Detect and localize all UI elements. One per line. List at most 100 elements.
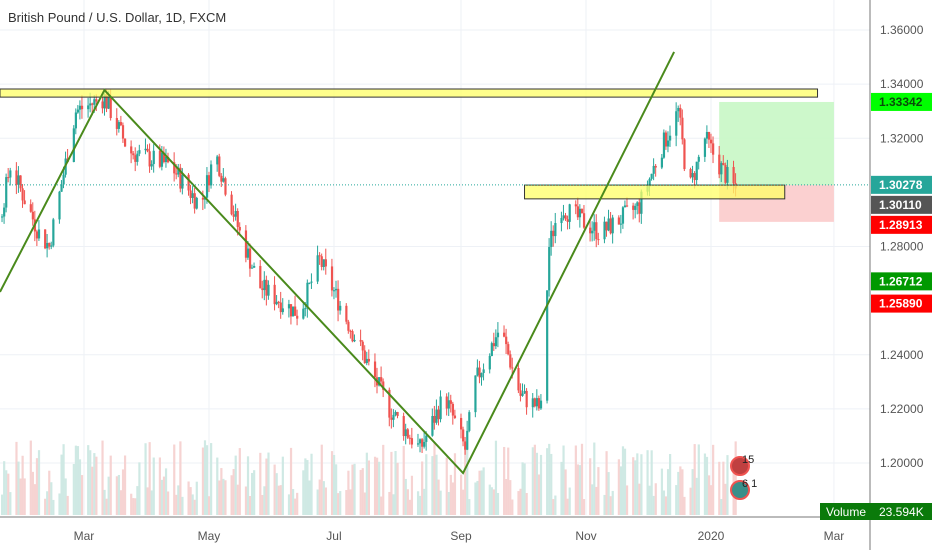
- candle-body: [173, 162, 176, 174]
- candle-body: [531, 398, 534, 408]
- volume-bar: [294, 498, 297, 515]
- volume-bar: [162, 476, 166, 515]
- volume-bar: [378, 461, 381, 515]
- volume-bar: [58, 493, 61, 515]
- candle-body: [605, 221, 608, 231]
- volume-bar: [265, 458, 268, 515]
- candle-body: [689, 169, 692, 178]
- volume-bar: [103, 489, 106, 515]
- support-resistance-zone[interactable]: [524, 184, 786, 200]
- volume-bar: [31, 471, 34, 515]
- candle-body: [478, 367, 481, 378]
- volume-bar: [203, 440, 207, 515]
- candle-body: [322, 259, 325, 267]
- volume-bar: [91, 466, 94, 515]
- candle-body: [48, 242, 51, 247]
- candle-body: [339, 305, 342, 311]
- price-label-bg: [871, 195, 932, 214]
- trend-line[interactable]: [0, 51, 675, 475]
- candle-body: [253, 265, 256, 268]
- volume-bar: [95, 456, 98, 515]
- volume-bar: [279, 485, 282, 515]
- candle-body: [281, 308, 284, 313]
- candle-body: [423, 441, 426, 447]
- candle-body: [521, 393, 524, 396]
- candle-body: [597, 239, 600, 241]
- volume-bar: [523, 463, 526, 515]
- candle-body: [244, 230, 248, 258]
- volume-bar: [552, 499, 555, 515]
- volume-bar: [207, 496, 211, 515]
- volume-bar: [654, 483, 657, 515]
- volume-bar: [675, 485, 678, 515]
- volume-bar: [589, 458, 592, 515]
- candle-body: [591, 230, 594, 234]
- volume-bar: [23, 478, 26, 515]
- candle-body: [595, 222, 598, 240]
- volume-bar: [697, 444, 700, 515]
- candle-body: [148, 151, 151, 167]
- volume-bar: [105, 498, 108, 515]
- volume-bar: [705, 456, 709, 515]
- candle-body: [554, 223, 557, 237]
- candle-body: [509, 354, 512, 368]
- volume-bar: [568, 487, 571, 515]
- event-count: 15: [742, 454, 754, 466]
- uk-flag-event-icon[interactable]: [730, 456, 750, 476]
- candle-body: [238, 226, 241, 231]
- volume-bar: [537, 474, 541, 515]
- candle-body: [261, 288, 264, 291]
- candle-body: [146, 148, 149, 152]
- volume-bar: [431, 456, 434, 515]
- candle-body: [580, 208, 584, 214]
- volume-bar: [394, 451, 397, 515]
- volume-bar: [617, 459, 620, 515]
- volume-bar: [632, 457, 635, 515]
- candle-body: [74, 112, 77, 129]
- volume-bar: [332, 454, 336, 515]
- volume-bar: [345, 490, 348, 515]
- candle-body: [359, 339, 362, 342]
- volume-bar: [87, 445, 90, 515]
- candle-body: [177, 167, 180, 175]
- candle-body: [462, 429, 465, 442]
- candle-body: [330, 266, 334, 291]
- volume-bar: [410, 475, 414, 515]
- candle-body: [582, 213, 586, 228]
- volume-bar: [222, 478, 225, 515]
- candle-body: [224, 178, 227, 195]
- candle-body: [21, 188, 24, 201]
- candle-body: [87, 105, 90, 110]
- volume-bar: [347, 470, 350, 515]
- candle-body: [105, 94, 108, 109]
- volume-bar: [353, 463, 356, 515]
- candle-body: [353, 339, 356, 342]
- candle-body: [683, 139, 686, 170]
- candle-body: [318, 255, 321, 257]
- candle-body: [732, 166, 735, 184]
- volume-bar: [619, 466, 623, 515]
- candle-body: [421, 439, 424, 447]
- volume-bar: [392, 494, 395, 515]
- candle-body: [709, 139, 713, 144]
- volume-bar: [224, 480, 227, 515]
- candle-body: [246, 248, 250, 258]
- candle-body: [349, 330, 352, 332]
- candle-body: [324, 259, 327, 267]
- volume-bar: [306, 460, 309, 515]
- volume-label-bg: [820, 503, 932, 520]
- candle-body: [662, 132, 666, 158]
- volume-bar: [302, 470, 305, 515]
- volume-bar: [416, 491, 420, 515]
- candle-body: [302, 308, 305, 319]
- candle-body: [189, 190, 192, 198]
- candle-body: [91, 103, 94, 105]
- volume-bar: [460, 474, 463, 515]
- candle-body: [480, 373, 483, 378]
- support-resistance-zone[interactable]: [0, 88, 819, 98]
- candle-body: [697, 156, 700, 162]
- volume-bar: [390, 451, 393, 515]
- us-flag-event-icon[interactable]: [730, 480, 750, 500]
- candle-body: [291, 306, 295, 317]
